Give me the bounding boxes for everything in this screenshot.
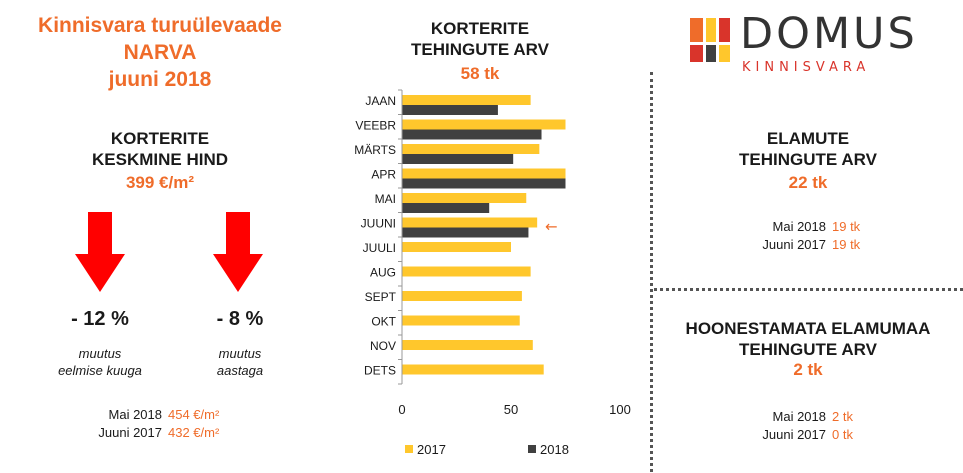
year-change-desc-line1: muutus xyxy=(218,346,262,361)
chart-title-line2: TEHINGUTE ARV xyxy=(411,40,549,59)
compare-label: Juuni 2017 xyxy=(762,427,826,442)
compare-label: Mai 2018 xyxy=(772,219,826,234)
compare-label: Mai 2018 xyxy=(108,407,162,422)
compare-label: Juuni 2017 xyxy=(98,425,162,440)
compare-row: Juuni 2017 19 tk xyxy=(710,236,860,254)
bar-2017 xyxy=(402,119,566,130)
bar-2017 xyxy=(402,340,533,350)
year-change-desc-line2: aastaga xyxy=(216,363,264,378)
logo-sub-text: KINNISVARA xyxy=(742,60,871,75)
category-label: AUG xyxy=(370,266,396,280)
compare-value: 19 tk xyxy=(832,219,861,234)
compare-value: 454 €/m² xyxy=(168,407,220,422)
legend-label-2017: 2017 xyxy=(417,442,446,457)
land-compare: Mai 2018 2 tk Juuni 2017 0 tk xyxy=(710,408,853,444)
highlight-arrow-icon: ← xyxy=(545,218,558,236)
bar-2017 xyxy=(402,315,520,326)
compare-row: Juuni 2017 0 tk xyxy=(710,426,853,444)
avg-price-value: 399 €/m² xyxy=(125,173,195,192)
bar-2017 xyxy=(402,291,522,301)
legend-swatch-2017 xyxy=(405,445,413,453)
year-change-desc: muutus aastaga xyxy=(185,345,295,379)
category-label: VEEBR xyxy=(355,119,396,133)
vertical-divider xyxy=(650,72,653,472)
x-tick-label: 100 xyxy=(609,402,631,417)
month-change-desc: muutus eelmise kuuga xyxy=(30,345,170,379)
bar-2018 xyxy=(402,154,514,164)
bar-2017 xyxy=(402,266,531,277)
x-tick-label: 0 xyxy=(398,402,405,417)
compare-value: 2 tk xyxy=(832,409,853,424)
category-label: JUUNI xyxy=(361,217,396,231)
domus-logo-icon xyxy=(690,18,730,62)
year-change-value: - 8 % xyxy=(216,308,264,330)
bar-2018 xyxy=(402,178,566,189)
compare-row: Mai 2018 19 tk xyxy=(710,218,861,236)
bar-2018 xyxy=(402,105,498,115)
compare-row: Mai 2018 454 €/m² xyxy=(60,406,220,424)
houses-title-line2: TEHINGUTE ARV xyxy=(739,150,877,169)
chart-title: KORTERITE TEHINGUTE ARV xyxy=(380,18,580,60)
compare-row: Juuni 2017 432 €/m² xyxy=(60,424,219,442)
land-title-line2: TEHINGUTE ARV xyxy=(739,340,877,359)
category-label: SEPT xyxy=(365,290,397,304)
compare-value: 432 €/m² xyxy=(168,425,220,440)
houses-value: 22 tk xyxy=(788,173,828,192)
arrow-down-icon xyxy=(75,212,125,292)
apartment-deals-chart: JAAN VEEBR MÄRTS APR MAI JUUNI ← JUULI AUG SEPT OK… xyxy=(354,89,631,457)
month-change-value: - 12 % xyxy=(71,308,129,330)
logo-main-text: DOMUS xyxy=(740,9,918,59)
bar-2018 xyxy=(402,227,529,238)
compare-row: Mai 2018 2 tk xyxy=(710,408,853,426)
category-label: APR xyxy=(371,168,396,182)
legend-label-2018: 2018 xyxy=(540,442,569,457)
houses-title-line1: ELAMUTE xyxy=(766,129,850,148)
chart-total: 58 tk xyxy=(460,64,500,83)
category-label: JAAN xyxy=(365,94,396,108)
bar-2017 xyxy=(402,95,531,105)
bar-2017 xyxy=(402,144,540,154)
category-label: MAI xyxy=(375,192,396,206)
land-title: HOONESTAMATA ELAMUMAA TEHINGUTE ARV xyxy=(658,318,958,360)
compare-value: 19 tk xyxy=(832,237,861,252)
category-label: NOV xyxy=(370,339,396,353)
category-label: DETS xyxy=(364,364,396,378)
land-title-line1: HOONESTAMATA ELAMUMAA xyxy=(685,319,931,338)
bar-2017 xyxy=(402,364,544,375)
chart-title-line1: KORTERITE xyxy=(430,19,530,38)
avg-price-title: KORTERITE KESKMINE HIND xyxy=(40,128,280,170)
report-title-line1: Kinnisvara turuülevaade xyxy=(38,14,282,37)
month-change-desc-line1: muutus xyxy=(78,346,122,361)
horizontal-divider xyxy=(654,288,963,291)
month-change-desc-line2: eelmise kuuga xyxy=(58,363,142,378)
avg-price-title-line2: KESKMINE HIND xyxy=(91,150,228,169)
category-label: OKT xyxy=(371,315,396,329)
bar-2018 xyxy=(402,129,542,140)
bar-2017 xyxy=(402,242,511,252)
report-title-line2: NARVA xyxy=(123,41,197,64)
x-tick-label: 50 xyxy=(504,402,518,417)
houses-compare: Mai 2018 19 tk Juuni 2017 19 tk xyxy=(710,218,860,254)
arrow-down-icon xyxy=(213,212,263,292)
avg-price-title-line1: KORTERITE xyxy=(110,129,210,148)
bar-2017 xyxy=(402,193,527,203)
compare-label: Mai 2018 xyxy=(772,409,826,424)
compare-label: Juuni 2017 xyxy=(762,237,826,252)
land-value: 2 tk xyxy=(793,360,823,379)
report-title: Kinnisvara turuülevaade NARVA juuni 2018 xyxy=(0,12,320,93)
compare-value: 0 tk xyxy=(832,427,853,442)
category-label: JUULI xyxy=(363,241,396,255)
legend-swatch-2018 xyxy=(528,445,536,453)
report-title-line3: juuni 2018 xyxy=(108,68,212,91)
avg-price-compare: Mai 2018 454 €/m² Juuni 2017 432 €/m² xyxy=(60,406,219,442)
houses-title: ELAMUTE TEHINGUTE ARV xyxy=(658,128,958,170)
category-label: MÄRTS xyxy=(354,143,396,157)
bar-2018 xyxy=(402,203,490,213)
bar-2017 xyxy=(402,168,566,179)
bar-2017 xyxy=(402,217,538,228)
